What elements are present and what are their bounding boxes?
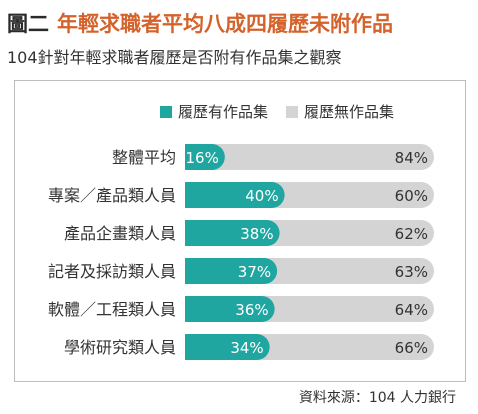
legend: 履歷有作品集 履歷無作品集 bbox=[160, 101, 394, 122]
bar-with-portfolio bbox=[185, 296, 275, 322]
legend-label-without: 履歷無作品集 bbox=[304, 103, 395, 121]
legend-item-without: 履歷無作品集 bbox=[286, 101, 394, 122]
figure-number: 圖二 bbox=[7, 12, 49, 36]
value-label-with: 37% bbox=[238, 263, 271, 281]
bar-with-portfolio-end bbox=[185, 182, 198, 208]
value-label-with: 40% bbox=[245, 187, 278, 205]
value-label-with: 38% bbox=[240, 225, 273, 243]
legend-swatch-with bbox=[160, 105, 172, 118]
value-label-without: 62% bbox=[395, 225, 428, 243]
title-text: 年輕求職者平均八成四履歷未附作品 bbox=[57, 12, 393, 36]
bar-with-portfolio-end bbox=[185, 334, 198, 360]
legend-swatch-without bbox=[286, 105, 299, 118]
value-label-without: 84% bbox=[395, 149, 428, 167]
value-label-without: 63% bbox=[395, 263, 428, 281]
value-label-with: 36% bbox=[235, 301, 268, 319]
chart-subtitle: 104針對年輕求職者履歷是否附有作品集之觀察 bbox=[7, 48, 342, 67]
bar-with-portfolio-end bbox=[185, 144, 198, 170]
legend-label-with: 履歷有作品集 bbox=[178, 103, 269, 121]
bar-with-portfolio bbox=[185, 220, 280, 246]
value-label-without: 64% bbox=[395, 301, 428, 319]
bar-with-portfolio-end bbox=[185, 220, 198, 246]
bar-without-portfolio bbox=[185, 144, 434, 170]
value-label-without: 66% bbox=[395, 339, 428, 357]
value-label-with: 16% bbox=[185, 149, 218, 167]
value-label-with: 34% bbox=[230, 339, 263, 357]
category-label: 整體平均 bbox=[112, 148, 176, 167]
value-label-without: 60% bbox=[395, 187, 428, 205]
category-label: 專案／產品類人員 bbox=[48, 186, 176, 205]
bar-with-portfolio-end bbox=[185, 296, 198, 322]
category-label: 軟體／工程類人員 bbox=[48, 300, 176, 319]
category-label: 產品企畫類人員 bbox=[64, 224, 176, 243]
source-note: 資料來源：104 人力銀行 bbox=[298, 390, 456, 406]
chart-frame bbox=[14, 80, 466, 382]
chart-title: 圖二 年輕求職者平均八成四履歷未附作品 bbox=[7, 8, 393, 38]
bar-with-portfolio bbox=[185, 334, 270, 360]
bar-with-portfolio-end bbox=[185, 258, 198, 284]
legend-item-with: 履歷有作品集 bbox=[160, 101, 268, 122]
category-label: 記者及採訪類人員 bbox=[48, 262, 176, 281]
bar-with-portfolio bbox=[185, 182, 285, 208]
category-label: 學術研究類人員 bbox=[64, 338, 176, 357]
bar-with-portfolio bbox=[185, 258, 278, 284]
